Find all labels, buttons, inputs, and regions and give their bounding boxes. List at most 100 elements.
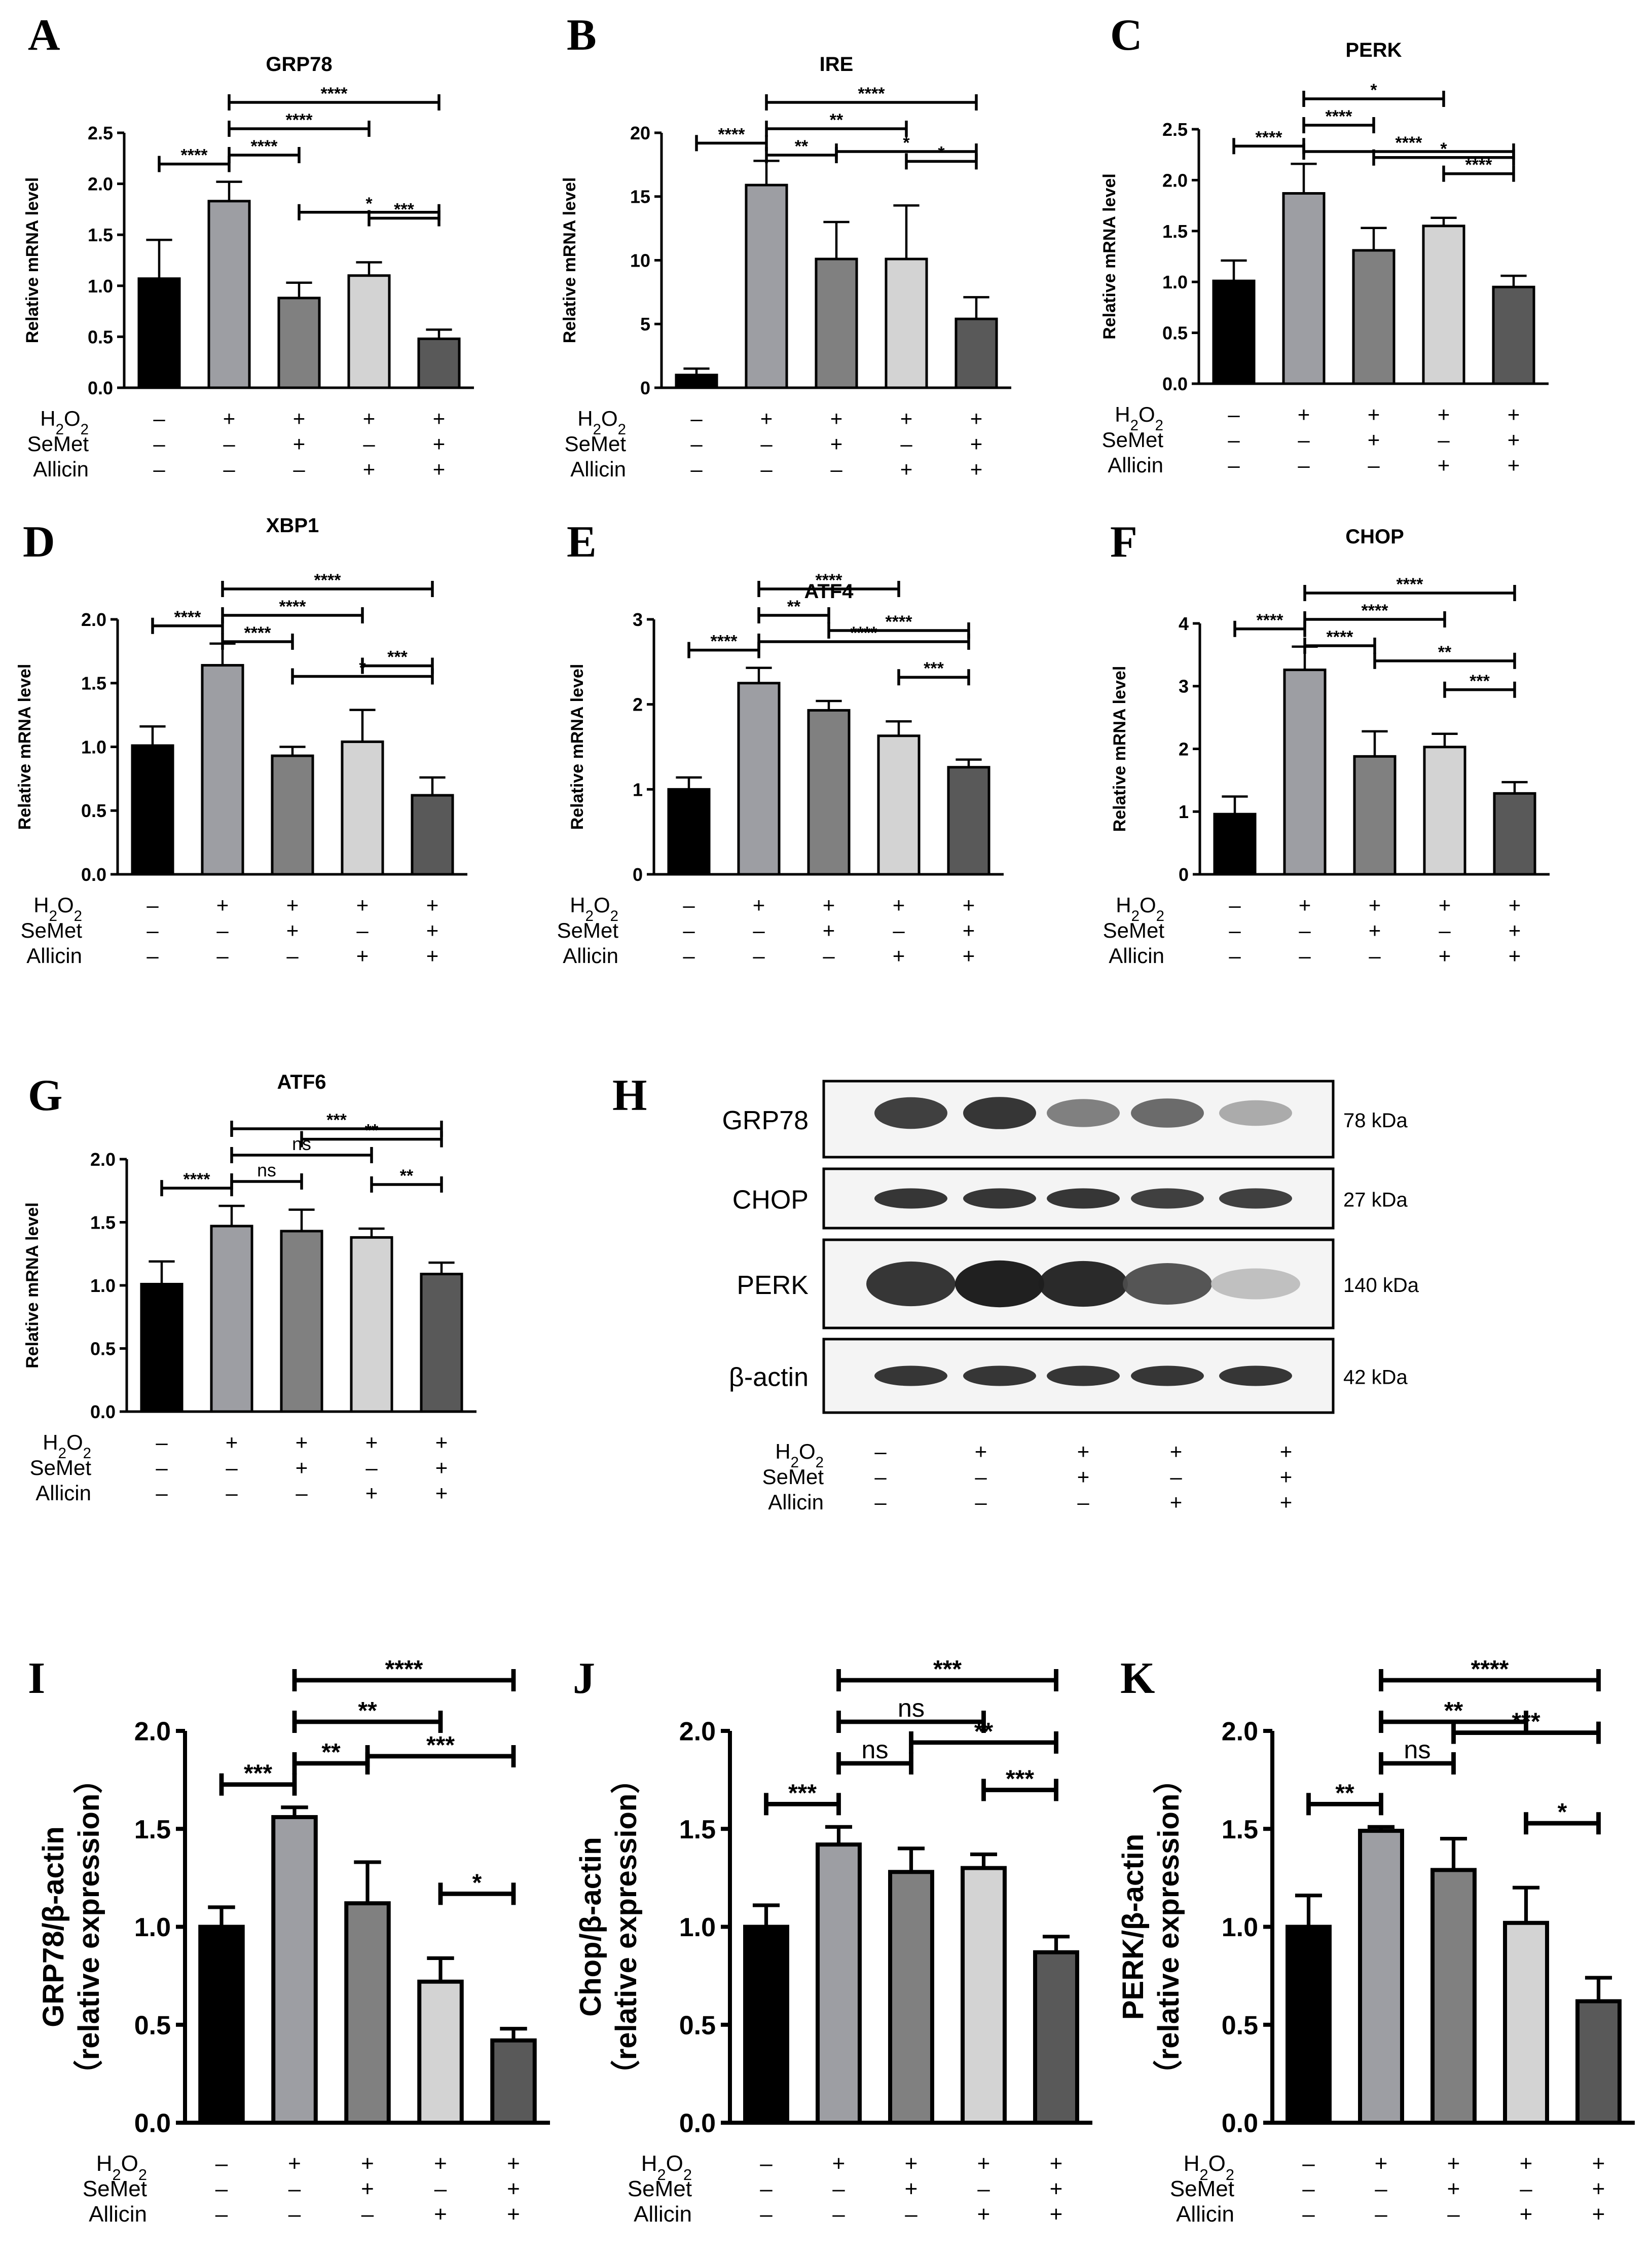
- panel-g-cond-sign: +: [435, 1481, 448, 1505]
- panel-j-cond-sign: +: [905, 2151, 918, 2176]
- panel-k-y-tick-label: 1.5: [1222, 1815, 1258, 1844]
- panel-c-cond-sign: +: [1508, 453, 1520, 477]
- panel-e-bar: [947, 766, 990, 876]
- panel-k-bar: [1358, 1829, 1404, 2125]
- blot-protein-label: CHOP: [732, 1186, 809, 1215]
- panel-k-cond-sign: +: [1447, 2176, 1460, 2201]
- panel-g-cond-sign: –: [156, 1481, 168, 1505]
- panel-j-cond-sign: +: [1050, 2176, 1063, 2201]
- panel-i-sig-label: ****: [385, 1656, 423, 1683]
- blot-row-3: β-actin 42 kDa: [729, 1338, 1408, 1414]
- blot-kda-label: 27 kDa: [1343, 1189, 1408, 1211]
- panel-j-cond-label-semet: SeMet: [628, 2176, 692, 2201]
- panel-d-bar: [341, 740, 384, 876]
- panel-e-letter: E: [567, 517, 597, 567]
- panel-g-letter: G: [28, 1071, 62, 1120]
- panel-f-sig-label: ****: [1257, 611, 1284, 630]
- panel-b-cond-sign: +: [900, 457, 913, 481]
- panel-b-cond-sign: +: [830, 406, 843, 430]
- panel-j-cond-sign: +: [977, 2151, 990, 2176]
- blot-band: [1131, 1098, 1204, 1128]
- panel-b-cond-label-h2o2: H2O2: [577, 406, 626, 438]
- panel-j-cond-sign: +: [832, 2151, 846, 2176]
- panel-b-cond-sign: –: [690, 406, 703, 430]
- panel-c-cond-sign: +: [1438, 402, 1450, 426]
- panel-g-cond-sign: +: [435, 1456, 448, 1480]
- blot-band: [963, 1097, 1036, 1129]
- panel-c-cond-sign: –: [1298, 453, 1310, 477]
- panel-d-cond-sign: –: [286, 944, 299, 968]
- panel-c-bar: [1282, 192, 1326, 385]
- panel-d-y-tick-label: 0.5: [81, 800, 106, 821]
- panel-b-cond-label-semet: SeMet: [565, 432, 627, 456]
- panel-b-cond-sign: +: [970, 432, 983, 456]
- panel-h-cond-label-semet: SeMet: [762, 1465, 824, 1489]
- panel-g-cond-label-semet: SeMet: [30, 1456, 92, 1480]
- panel-f-title: CHOP: [1345, 526, 1404, 548]
- panel-g-sig-label: **: [365, 1121, 379, 1140]
- panel-f-y-tick-label: 3: [1179, 676, 1189, 697]
- panel-d-sig-label: ****: [279, 597, 307, 616]
- panel-k-sig-label: ns: [1404, 1735, 1430, 1764]
- panel-f-cond-sign: –: [1229, 893, 1241, 917]
- panel-j-cond-label-h2o2: H2O2: [641, 2151, 692, 2184]
- panel-b-bar: [745, 183, 788, 389]
- panel-i-y-tick-label: 2.0: [134, 1717, 171, 1747]
- panel-g-cond-sign: +: [226, 1430, 238, 1454]
- panel-g-cond-sign: –: [156, 1456, 168, 1480]
- blot-band: [1047, 1365, 1120, 1386]
- panel-a-cond-sign: –: [223, 457, 235, 481]
- blot-protein-label: β-actin: [729, 1363, 809, 1392]
- blot-band: [1047, 1188, 1120, 1209]
- panel-j-letter: J: [573, 1654, 595, 1703]
- panel-c-cond-sign: +: [1508, 402, 1520, 426]
- panel-k-sig-label: **: [1335, 1780, 1354, 1806]
- panel-f-cond-sign: +: [1509, 944, 1521, 968]
- panel-b-sig-label: **: [795, 137, 809, 156]
- panel-d-cond-label-allicin: Allicin: [26, 944, 82, 968]
- panel-b-sig-label: *: [938, 143, 945, 162]
- panel-d-cond-sign: +: [426, 944, 439, 968]
- panel-c-cond-sign: +: [1298, 402, 1310, 426]
- panel-a-y-tick-label: 2.0: [88, 174, 113, 195]
- panel-a-cond-label-allicin: Allicin: [33, 457, 89, 481]
- panel-b-cond-label-allicin: Allicin: [570, 457, 626, 481]
- panel-f-cond-sign: +: [1439, 944, 1451, 968]
- panel-c-bar: [1352, 249, 1396, 385]
- panel-c-y-tick-label: 1.0: [1162, 272, 1188, 292]
- panel-a-sig-label: *: [365, 194, 373, 213]
- panel-j-cond-sign: +: [977, 2202, 990, 2227]
- panel-i-cond-sign: –: [215, 2202, 228, 2227]
- panel-a-y-tick-label: 2.5: [88, 123, 113, 143]
- panel-j-y-tick-label: 1.5: [679, 1815, 716, 1844]
- panel-g-cond-sign: +: [365, 1430, 378, 1454]
- panel-k-cond-sign: –: [1447, 2202, 1460, 2227]
- blot-band: [1219, 1188, 1292, 1209]
- panel-j-chart: J 0.0 0.5 1.0 1.5 2.0 Chop/β-actin （relative ex…: [573, 1654, 1092, 2138]
- panel-j-cond-sign: +: [1050, 2202, 1063, 2227]
- panel-a-cond-sign: +: [433, 406, 446, 430]
- panel-e-y-tick-label: 1: [633, 779, 643, 800]
- panel-i-cond-sign: +: [507, 2151, 520, 2176]
- panel-b-y-label: Relative mRNA level: [560, 177, 579, 344]
- panel-c-cond-label-h2o2: H2O2: [1115, 402, 1163, 434]
- panel-g-cond-sign: +: [296, 1456, 308, 1480]
- panel-j-cond-label-allicin: Allicin: [634, 2202, 692, 2227]
- panel-c-cond-sign: –: [1228, 402, 1240, 426]
- panel-i-cond-sign: –: [361, 2202, 374, 2227]
- panel-b-sig-label: **: [830, 110, 843, 130]
- panel-f-cond-sign: +: [1299, 893, 1311, 917]
- panel-g-title: ATF6: [277, 1071, 326, 1093]
- panel-a-cond-sign: –: [153, 432, 165, 456]
- panel-i-sig-label: ***: [244, 1760, 272, 1787]
- panel-i-cond-sign: +: [507, 2202, 520, 2227]
- panel-j-cond-sign: +: [1050, 2151, 1063, 2176]
- panel-e-cond-label-semet: SeMet: [557, 918, 619, 942]
- panel-a-cond-sign: –: [293, 457, 305, 481]
- panel-b-cond-sign: –: [900, 432, 912, 456]
- panel-d-sig-label: ***: [387, 648, 408, 667]
- panel-a-sig-label: ****: [321, 84, 348, 103]
- panel-f-cond-label-semet: SeMet: [1103, 918, 1165, 942]
- panel-b-sig-label: ****: [858, 84, 886, 103]
- panel-a-y-tick-label: 0.0: [88, 378, 113, 398]
